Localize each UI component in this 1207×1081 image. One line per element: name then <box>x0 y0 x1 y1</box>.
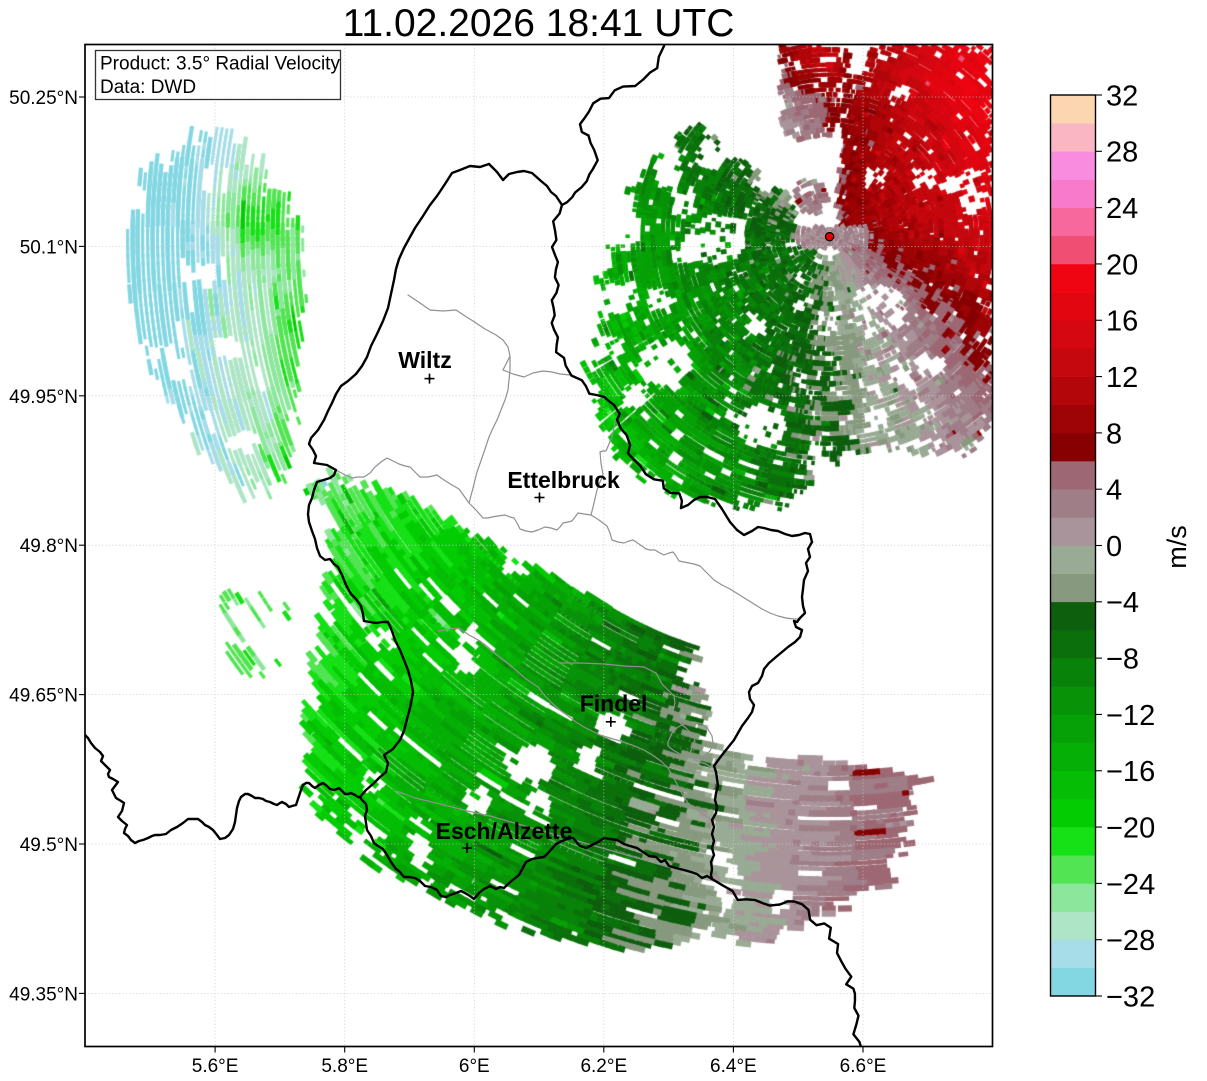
svg-text:6°E: 6°E <box>459 1056 490 1077</box>
svg-text:−28: −28 <box>1106 925 1155 957</box>
svg-text:−8: −8 <box>1106 644 1139 676</box>
svg-text:28: 28 <box>1106 137 1138 169</box>
svg-text:49.5°N: 49.5°N <box>20 835 78 856</box>
svg-text:Product: 3.5° Radial Velocity: Product: 3.5° Radial Velocity <box>100 54 340 75</box>
svg-text:20: 20 <box>1106 249 1138 281</box>
svg-text:16: 16 <box>1106 306 1138 338</box>
svg-text:Data: DWD: Data: DWD <box>100 77 196 98</box>
svg-text:m/s: m/s <box>1162 525 1192 569</box>
svg-text:24: 24 <box>1106 193 1138 225</box>
svg-text:32: 32 <box>1106 80 1138 112</box>
svg-text:49.8°N: 49.8°N <box>20 536 78 557</box>
svg-text:Esch/Alzette: Esch/Alzette <box>436 818 573 844</box>
svg-text:−12: −12 <box>1106 700 1155 732</box>
svg-text:−16: −16 <box>1106 756 1155 788</box>
svg-text:6.6°E: 6.6°E <box>840 1056 887 1077</box>
svg-text:0: 0 <box>1106 531 1122 563</box>
svg-text:4: 4 <box>1106 475 1122 507</box>
svg-text:49.95°N: 49.95°N <box>9 387 78 408</box>
svg-text:11.02.2026 18:41 UTC: 11.02.2026 18:41 UTC <box>343 2 735 45</box>
svg-text:49.35°N: 49.35°N <box>9 984 78 1005</box>
svg-text:12: 12 <box>1106 362 1138 394</box>
svg-text:6.4°E: 6.4°E <box>710 1056 757 1077</box>
svg-text:5.8°E: 5.8°E <box>321 1056 368 1077</box>
svg-text:6.2°E: 6.2°E <box>580 1056 627 1077</box>
svg-text:5.6°E: 5.6°E <box>192 1056 239 1077</box>
svg-text:−24: −24 <box>1106 869 1155 901</box>
svg-text:−4: −4 <box>1106 587 1139 619</box>
svg-text:−20: −20 <box>1106 812 1155 844</box>
svg-text:49.65°N: 49.65°N <box>9 686 78 707</box>
svg-text:50.25°N: 50.25°N <box>9 88 78 109</box>
svg-text:Ettelbruck: Ettelbruck <box>507 467 620 493</box>
svg-text:Wiltz: Wiltz <box>398 347 451 373</box>
svg-text:Findel: Findel <box>580 691 648 717</box>
svg-text:−32: −32 <box>1106 981 1155 1013</box>
svg-text:8: 8 <box>1106 418 1122 450</box>
svg-text:50.1°N: 50.1°N <box>20 237 78 258</box>
